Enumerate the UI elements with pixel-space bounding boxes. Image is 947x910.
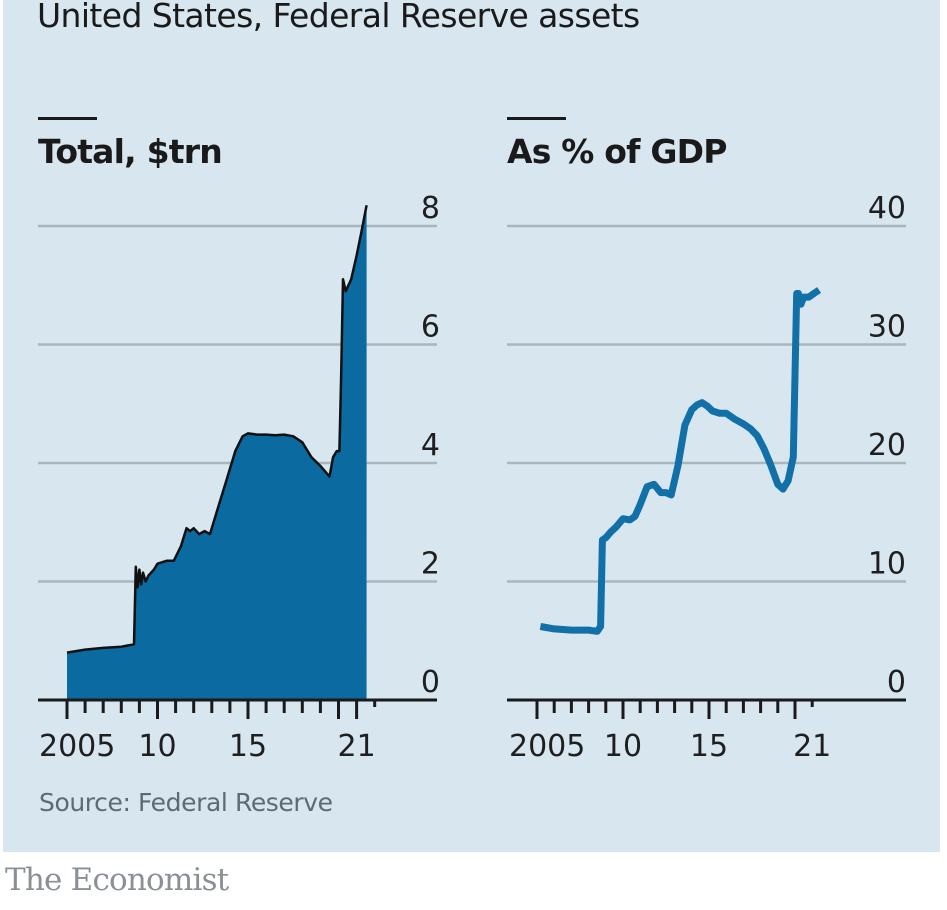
area-outline <box>66 205 368 654</box>
right-chart-subtitle: As % of GDP <box>507 132 727 171</box>
brand-logo: The Economist <box>5 862 229 898</box>
y-tick-label-0: 0 <box>887 665 906 700</box>
chart-title: United States, Federal Reserve assets <box>37 0 640 35</box>
x-tick-label-10: 10 <box>138 729 176 764</box>
y-tick-label-10: 10 <box>868 547 906 582</box>
x-tick-label-21: 21 <box>793 729 831 764</box>
source-note: Source: Federal Reserve <box>39 788 333 817</box>
y-tick-label-6: 6 <box>421 310 440 345</box>
area-fill <box>67 205 367 701</box>
series-line <box>539 287 822 635</box>
y-tick-label-40: 40 <box>868 191 906 226</box>
y-tick-label-30: 30 <box>868 310 906 345</box>
y-tick-label-8: 8 <box>421 191 440 226</box>
x-tick-label-2005: 2005 <box>39 729 115 764</box>
y-tick-label-0: 0 <box>421 665 440 700</box>
x-tick-label-21: 21 <box>338 729 376 764</box>
left-chart-total-trn: 0 2 4 6 8 2005 10 15 21 <box>38 191 440 764</box>
right-chart-pct-gdp: 0 10 20 30 40 2005 10 15 21 <box>507 191 906 764</box>
left-chart-subtitle: Total, $trn <box>38 132 223 171</box>
x-tick-label-15: 15 <box>690 729 728 764</box>
x-tick-label-2005: 2005 <box>509 729 585 764</box>
y-tick-label-20: 20 <box>868 428 906 463</box>
x-tick-label-10: 10 <box>604 729 642 764</box>
y-tick-label-4: 4 <box>421 428 440 463</box>
left-subtitle-rule <box>38 117 97 120</box>
y-tick-label-2: 2 <box>421 547 440 582</box>
x-tick-label-15: 15 <box>229 729 267 764</box>
right-subtitle-rule <box>507 117 566 120</box>
chart-panel <box>3 0 940 852</box>
